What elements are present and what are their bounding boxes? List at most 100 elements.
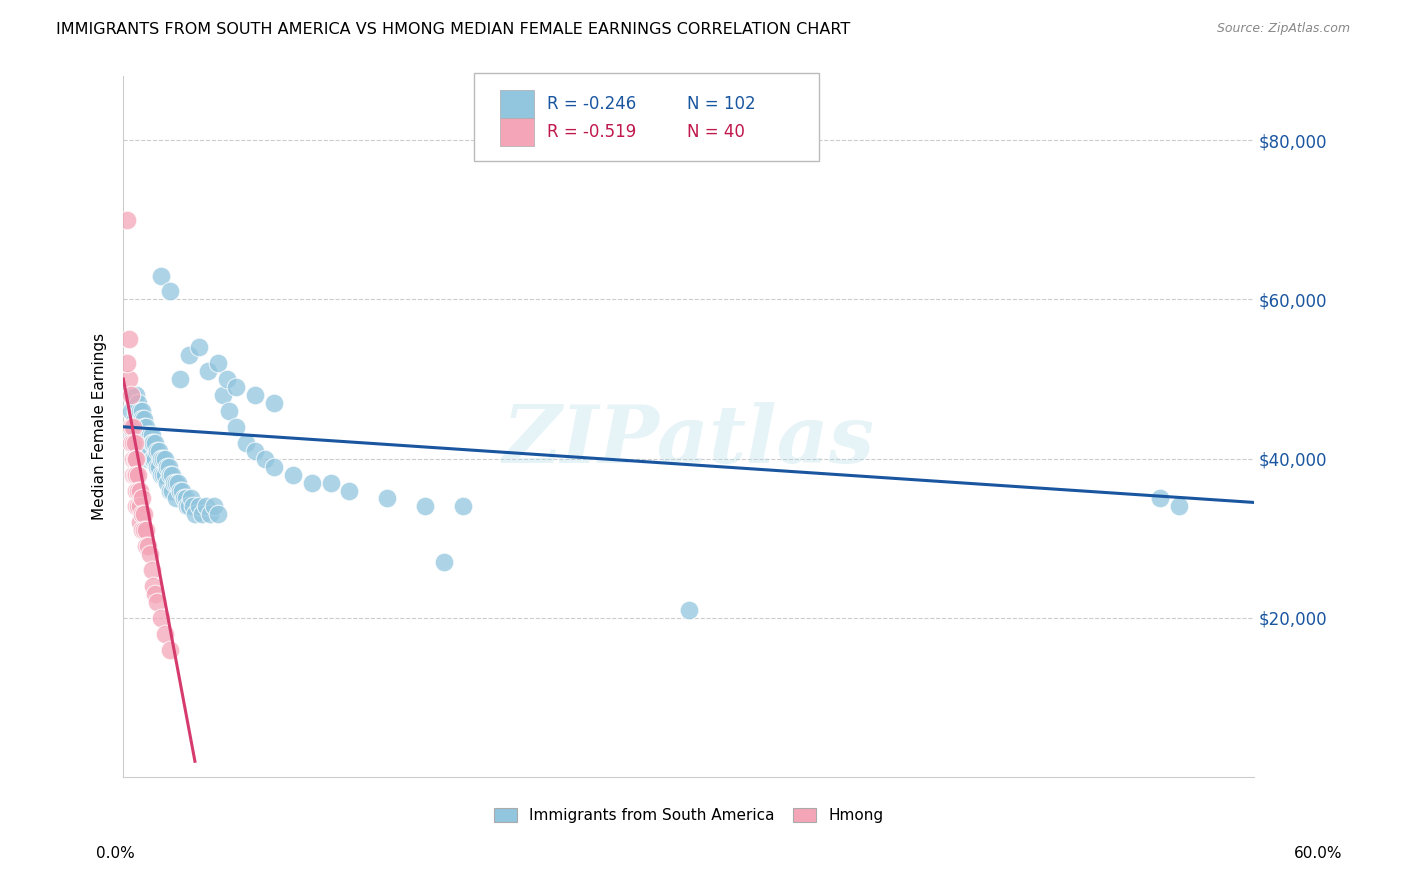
Text: ZIPatlas: ZIPatlas bbox=[503, 402, 875, 480]
Text: 0.0%: 0.0% bbox=[96, 847, 135, 861]
Point bbox=[124, 412, 146, 426]
Point bbox=[129, 516, 152, 530]
Text: Source: ZipAtlas.com: Source: ZipAtlas.com bbox=[1216, 22, 1350, 36]
Point bbox=[138, 547, 160, 561]
Point bbox=[131, 404, 153, 418]
Text: IMMIGRANTS FROM SOUTH AMERICA VS HMONG MEDIAN FEMALE EARNINGS CORRELATION CHART: IMMIGRANTS FROM SOUTH AMERICA VS HMONG M… bbox=[56, 22, 851, 37]
Y-axis label: Median Female Earnings: Median Female Earnings bbox=[93, 334, 107, 520]
Point bbox=[153, 627, 176, 641]
Text: N = 40: N = 40 bbox=[686, 123, 744, 142]
Point bbox=[129, 483, 152, 498]
Point bbox=[125, 483, 148, 498]
Point bbox=[187, 500, 209, 514]
Point bbox=[235, 435, 257, 450]
Point bbox=[179, 500, 201, 514]
Text: 60.0%: 60.0% bbox=[1295, 847, 1343, 861]
Point bbox=[162, 467, 184, 482]
Point bbox=[129, 404, 152, 418]
Point bbox=[152, 467, 174, 482]
Point bbox=[263, 459, 285, 474]
Text: R = -0.246: R = -0.246 bbox=[547, 95, 637, 113]
Point bbox=[127, 500, 149, 514]
Point bbox=[169, 372, 191, 386]
Point bbox=[129, 500, 152, 514]
Point bbox=[156, 459, 179, 474]
Point bbox=[146, 443, 169, 458]
Point bbox=[150, 451, 173, 466]
Point bbox=[115, 212, 138, 227]
Point bbox=[162, 483, 184, 498]
Point bbox=[678, 603, 700, 617]
Point bbox=[375, 491, 398, 506]
Point bbox=[253, 451, 276, 466]
Point bbox=[135, 539, 157, 553]
Point bbox=[215, 372, 238, 386]
Point bbox=[245, 443, 267, 458]
Point bbox=[127, 412, 149, 426]
Point bbox=[141, 451, 163, 466]
Point bbox=[143, 435, 166, 450]
Point bbox=[131, 427, 153, 442]
Point bbox=[131, 491, 153, 506]
Point bbox=[120, 435, 142, 450]
Point bbox=[212, 388, 235, 402]
Point bbox=[129, 419, 152, 434]
Point bbox=[141, 435, 163, 450]
Point bbox=[143, 587, 166, 601]
Point bbox=[131, 412, 153, 426]
Point bbox=[121, 467, 143, 482]
Point bbox=[121, 435, 143, 450]
Point bbox=[176, 500, 198, 514]
Point bbox=[187, 340, 209, 354]
Point bbox=[167, 475, 190, 490]
Point bbox=[125, 451, 148, 466]
Point bbox=[118, 372, 141, 386]
Point bbox=[125, 427, 148, 442]
Point bbox=[135, 443, 157, 458]
Point bbox=[125, 467, 148, 482]
Point bbox=[207, 356, 229, 370]
Point bbox=[281, 467, 304, 482]
Text: N = 102: N = 102 bbox=[686, 95, 755, 113]
Point bbox=[174, 491, 197, 506]
Point bbox=[159, 642, 181, 657]
Point bbox=[142, 435, 165, 450]
Point bbox=[180, 491, 202, 506]
Point bbox=[146, 459, 169, 474]
Point bbox=[131, 508, 153, 522]
Point bbox=[121, 419, 143, 434]
Point bbox=[138, 427, 160, 442]
Point bbox=[132, 524, 155, 538]
Point bbox=[150, 268, 173, 283]
Point bbox=[225, 380, 247, 394]
Point bbox=[121, 388, 143, 402]
Point bbox=[136, 427, 159, 442]
Point bbox=[136, 451, 159, 466]
Point bbox=[131, 435, 153, 450]
Point bbox=[451, 500, 474, 514]
Point bbox=[173, 491, 195, 506]
Point bbox=[124, 396, 146, 410]
Point bbox=[1149, 491, 1171, 506]
Point bbox=[319, 475, 342, 490]
Point bbox=[141, 427, 163, 442]
Point bbox=[156, 475, 179, 490]
Point bbox=[142, 451, 165, 466]
Point bbox=[165, 475, 187, 490]
Text: R = -0.519: R = -0.519 bbox=[547, 123, 637, 142]
Point bbox=[135, 524, 157, 538]
Point bbox=[159, 285, 181, 299]
Point bbox=[245, 388, 267, 402]
Point bbox=[165, 491, 187, 506]
Point bbox=[132, 412, 155, 426]
Legend: Immigrants from South America, Hmong: Immigrants from South America, Hmong bbox=[488, 802, 890, 830]
Point bbox=[115, 356, 138, 370]
Point bbox=[125, 404, 148, 418]
Point bbox=[142, 579, 165, 593]
Point bbox=[169, 483, 191, 498]
Point bbox=[159, 467, 181, 482]
Point bbox=[170, 483, 193, 498]
FancyBboxPatch shape bbox=[501, 90, 534, 119]
Point bbox=[124, 451, 146, 466]
Point bbox=[135, 427, 157, 442]
